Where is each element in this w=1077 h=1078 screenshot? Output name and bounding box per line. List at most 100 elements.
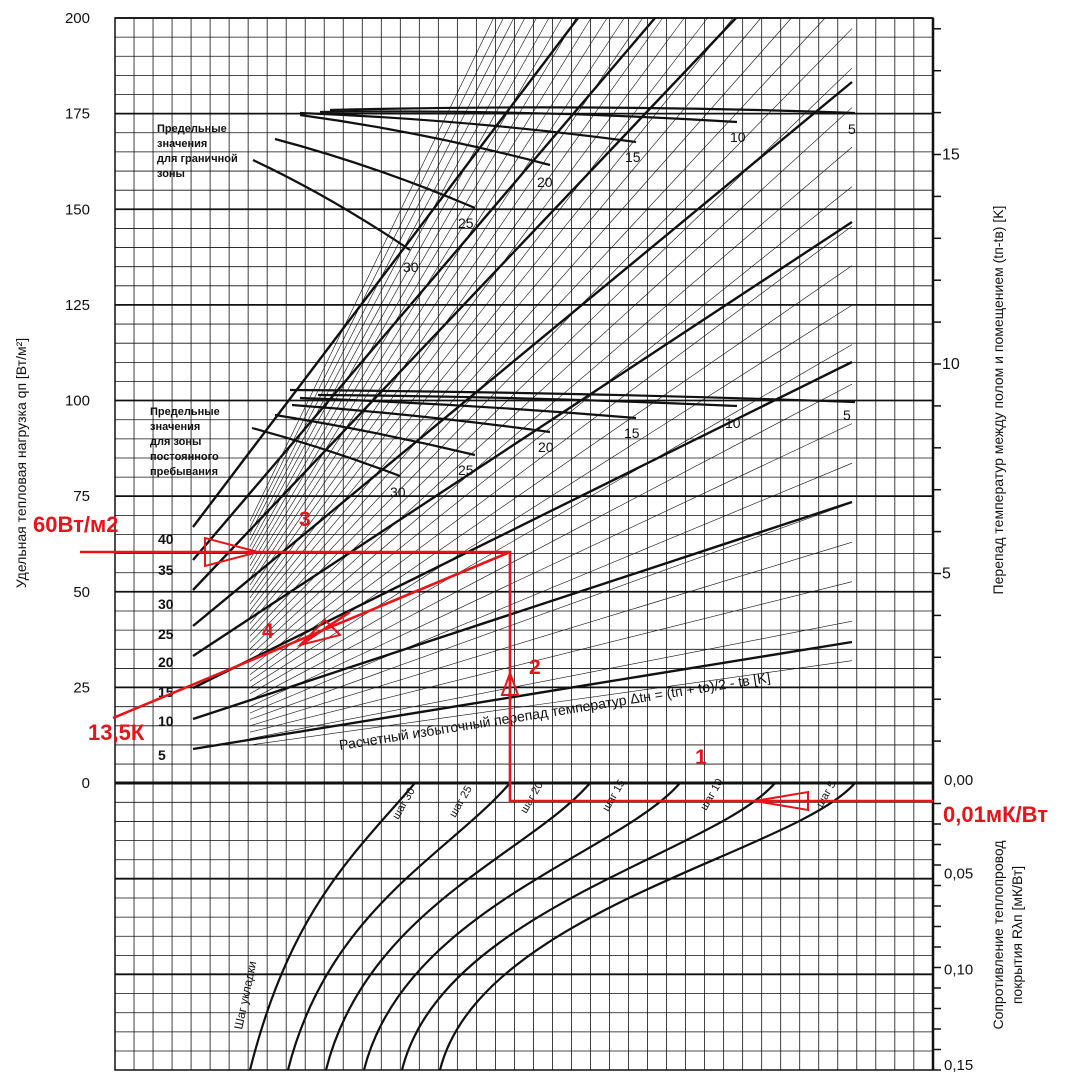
limit-curves-occupied [251, 388, 856, 478]
limit-curve-label: 10 [725, 415, 741, 431]
delta-t-line [192, 360, 853, 690]
right-axis-r-label: 0,05 [944, 866, 973, 883]
limit-curve-labels-upper: 5 10 15 20 25 30 [403, 121, 856, 275]
delta-t-line [192, 500, 853, 721]
left-axis-tick-label: 100 [65, 393, 90, 410]
delta-t-minor-line [249, 502, 853, 720]
delta-t-value: 10 [158, 713, 174, 729]
delta-t-minor-line [249, 17, 608, 579]
grid-group [114, 17, 934, 1070]
limit-curve-label: 25 [458, 462, 474, 478]
limit-curves-boundary [252, 106, 856, 251]
right-axis-k-label: 15 [942, 147, 960, 164]
delta-t-value: 15 [158, 684, 174, 700]
limit-curve [317, 393, 738, 408]
limit-curve-label: 30 [390, 484, 406, 500]
step-number-annotation: 4 [262, 620, 274, 643]
left-axis-tick-label: 0 [82, 775, 90, 792]
right-axis-k-label: 10 [942, 356, 960, 373]
limit-curve-labels-lower: 5 10 15 20 25 30 [390, 407, 851, 500]
delta-t-minor-line [249, 17, 592, 573]
left-axis-tick-label: 25 [73, 679, 90, 696]
boundary-zone-caption-line: для граничной [157, 153, 238, 165]
delta-t-value: 40 [158, 531, 174, 547]
occupied-zone-caption-line: постоянного [150, 451, 219, 463]
delta-t-minor-line [249, 17, 663, 598]
arrowhead-4 [296, 618, 342, 647]
right-axis-r-label: 0,00 [944, 772, 973, 789]
delta-t-minor-line [249, 186, 853, 669]
limit-curve-label: 20 [538, 439, 554, 455]
limit-curve [319, 110, 738, 124]
delta-t-value: 20 [158, 654, 174, 670]
delta-t-minor-line [249, 17, 526, 541]
delta-t-minor-line [249, 660, 853, 746]
step-number-annotation: 3 [299, 508, 311, 531]
limit-curve-label: 15 [624, 425, 640, 441]
limit-curve [299, 111, 637, 144]
limit-curve [291, 403, 551, 434]
right-axis-k-label: 5 [942, 566, 951, 583]
limit-curve-label: 20 [537, 174, 553, 190]
limit-curve [274, 413, 476, 457]
delta-t-minor-line [249, 265, 853, 682]
right-axis-bottom-title-line2: покрытия Rλп [мК/Вт] [1009, 866, 1025, 1004]
delta-t-minor-line [249, 28, 853, 643]
left-axis-tick-label: 50 [73, 584, 90, 601]
right-axis-bottom-title-line1: Сопротивление теплопровод [990, 840, 1006, 1029]
limit-curve [251, 426, 401, 478]
delta-t-minor-line [249, 383, 853, 701]
delta-t-minor-line [249, 107, 853, 656]
delta-t-minor-line [249, 17, 515, 534]
delta-t-line [192, 220, 853, 658]
occupied-zone-caption: Предельные значения для зоны постоянного пре… [150, 406, 220, 478]
step-curve [248, 782, 416, 1071]
delta-t-minor-line [249, 17, 537, 547]
right-axis-k-ticks: 15 10 5 [933, 28, 960, 742]
left-axis-title: Удельная тепловая нагрузка qп [Вт/м²] [13, 338, 29, 588]
occupied-zone-caption-line: Предельные [150, 406, 220, 418]
limit-curve [274, 137, 476, 210]
delta-t-minor-line [249, 17, 685, 605]
delta-t-value: 35 [158, 562, 174, 578]
occupied-zone-caption-line: для зоны [150, 436, 201, 448]
limit-curve-label: 30 [403, 259, 419, 275]
left-axis-tick-label: 125 [65, 297, 90, 314]
arrow-4-shaft [299, 610, 351, 647]
delta-t-value-labels: 40 35 30 25 20 15 10 5 [158, 531, 174, 763]
delta-t-value: 5 [158, 747, 166, 763]
limit-curve-label: 5 [848, 121, 856, 137]
limit-curve-label: 10 [730, 129, 746, 145]
boundary-zone-caption-line: зоны [157, 168, 185, 180]
delta-t-value: 30 [158, 596, 174, 612]
delta-t-axis-label: Расчетный избыточный перепад температур … [338, 669, 771, 753]
path-diagonal [112, 550, 511, 720]
q-value-annotation: 60Вт/м2 [33, 512, 118, 537]
delta-t-minor-line [249, 462, 853, 714]
delta-t-line [192, 81, 853, 627]
step-axis-label: Шаг укладки [231, 960, 259, 1031]
delta-t-minor-line [249, 225, 853, 675]
occupied-zone-caption-line: пребывания [150, 466, 218, 478]
right-axis-top-title: Перепад температур между полом и помещен… [990, 206, 1006, 595]
delta-t-minor-line [249, 146, 853, 663]
boundary-zone-caption-line: Предельные [157, 123, 227, 135]
limit-curve [289, 388, 856, 404]
dt-value-annotation: 13,5К [88, 720, 145, 745]
delta-t-minor-line [249, 304, 853, 688]
delta-t-minor-line [249, 17, 577, 566]
delta-t-minor-line [249, 17, 494, 522]
right-axis-r-label: 0,15 [944, 1057, 973, 1074]
delta-t-minor-line [249, 17, 504, 528]
step-number-annotation: 2 [529, 656, 541, 679]
step-curve [438, 782, 856, 1071]
delta-t-line [192, 17, 579, 528]
delta-t-minor-line [249, 17, 563, 560]
delta-t-minor-line [249, 423, 853, 707]
arrowhead-1 [754, 790, 809, 812]
limit-curve [329, 106, 856, 115]
delta-t-minor-line [249, 17, 625, 586]
arrowhead-3 [204, 536, 262, 568]
